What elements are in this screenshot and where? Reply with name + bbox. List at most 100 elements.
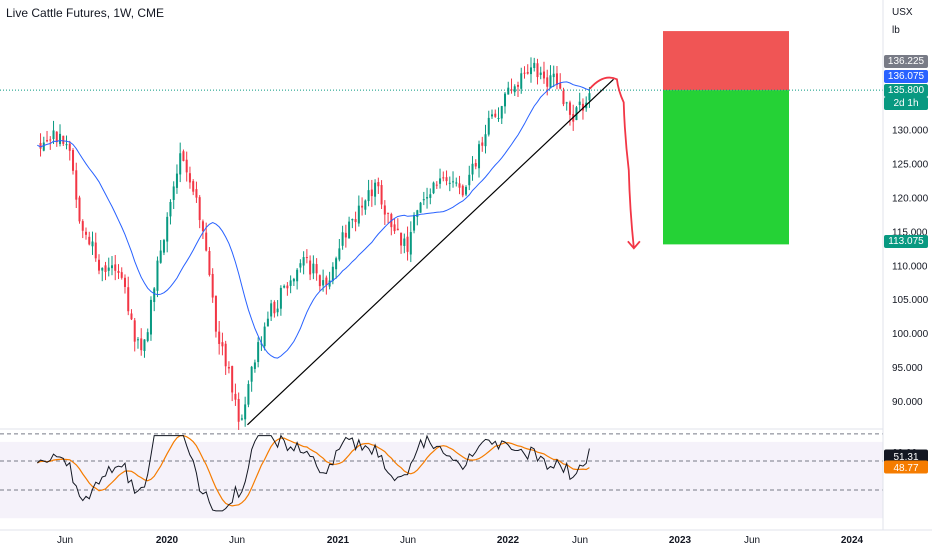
- candle-body: [146, 332, 149, 341]
- candle-body: [289, 280, 292, 286]
- candle: [400, 232, 403, 254]
- candle-body: [452, 181, 455, 183]
- candle-body: [123, 277, 126, 287]
- candle: [568, 100, 571, 126]
- candle-body: [97, 259, 101, 271]
- candle: [406, 226, 409, 261]
- candle-body: [46, 140, 49, 142]
- candle-body: [208, 250, 211, 275]
- candle: [309, 255, 312, 281]
- candle: [341, 225, 344, 250]
- candle-body: [136, 339, 139, 341]
- candle: [240, 414, 243, 421]
- candle: [247, 380, 250, 408]
- candle: [149, 296, 152, 341]
- candle-body: [143, 339, 146, 351]
- candle-body: [286, 285, 289, 289]
- candle: [370, 179, 373, 207]
- candle: [296, 268, 299, 290]
- candle: [266, 311, 269, 327]
- candle-body: [471, 163, 474, 175]
- candle: [250, 365, 253, 392]
- candle: [188, 166, 191, 189]
- candle-body: [354, 219, 357, 223]
- candle: [72, 148, 75, 175]
- candle-body: [432, 182, 435, 194]
- candle: [120, 267, 123, 280]
- candle-body: [127, 287, 130, 312]
- candle: [211, 268, 214, 303]
- candle-body: [523, 72, 526, 74]
- candle: [409, 221, 412, 263]
- candle: [312, 255, 315, 280]
- price-tick-label: 115.000: [892, 227, 928, 238]
- candle: [542, 61, 545, 84]
- price-tag: 136.075: [884, 70, 928, 83]
- candle: [214, 295, 217, 338]
- candle-body: [185, 159, 188, 173]
- candle: [143, 339, 146, 358]
- candle: [146, 328, 149, 343]
- price-tick-label: 90.000: [892, 397, 923, 408]
- moving-average-line: [37, 81, 590, 359]
- candle-body: [387, 212, 390, 214]
- candle-body: [568, 102, 571, 115]
- candle: [276, 300, 279, 317]
- candle-body: [78, 197, 81, 222]
- candle-body: [205, 232, 208, 251]
- candle: [192, 179, 195, 196]
- candle-body: [357, 205, 360, 224]
- candle-body: [266, 318, 269, 327]
- trendline[interactable]: [247, 78, 614, 426]
- price-axis[interactable]: 90.000 95.000 100.000 105.000 110.000 115.000…: [882, 0, 929, 530]
- price-tick-label: 100.000: [892, 329, 929, 340]
- candle-body: [403, 238, 406, 246]
- candle-body: [380, 185, 383, 205]
- candle: [175, 164, 178, 194]
- candle: [273, 300, 276, 318]
- time-axis[interactable]: Jun 2020 Jun 2021 Jun 2022 Jun 2023 Jun 2024: [0, 529, 932, 546]
- candle: [179, 142, 182, 183]
- candle-body: [331, 266, 334, 282]
- candle-body: [393, 224, 396, 232]
- candle: [172, 181, 175, 210]
- candle-body: [546, 77, 549, 87]
- price-tag: 2d 1h: [884, 97, 928, 110]
- candle: [318, 274, 321, 292]
- candle: [257, 337, 260, 368]
- oscillator-lines: [36, 434, 590, 512]
- candle-body: [94, 242, 97, 259]
- candle-body: [344, 232, 347, 238]
- candle-body: [536, 63, 539, 78]
- candle-body: [426, 197, 429, 199]
- candle: [445, 170, 448, 186]
- forecast-arrow[interactable]: [589, 76, 641, 250]
- candle: [68, 140, 71, 161]
- candle: [526, 64, 529, 75]
- candle: [104, 261, 107, 281]
- candle-body: [341, 232, 344, 246]
- candle-body: [474, 163, 477, 167]
- position-box[interactable]: [663, 31, 789, 245]
- candle-body: [455, 182, 458, 184]
- candle: [153, 286, 156, 312]
- candle-body: [487, 117, 490, 135]
- candle: [156, 256, 159, 298]
- candle: [484, 124, 487, 154]
- candle: [581, 98, 584, 120]
- candle-body: [406, 236, 409, 252]
- candle-body: [461, 185, 464, 196]
- candle-body: [588, 93, 591, 101]
- candle-body: [263, 326, 266, 347]
- candle-body: [445, 177, 448, 182]
- candle-body: [166, 216, 169, 242]
- candle: [169, 199, 172, 225]
- candle: [270, 299, 273, 322]
- candle: [374, 179, 377, 206]
- candle-body: [533, 62, 536, 69]
- candle-body: [494, 113, 497, 117]
- candle: [289, 275, 292, 294]
- candle-body: [364, 200, 367, 210]
- candle: [448, 176, 451, 192]
